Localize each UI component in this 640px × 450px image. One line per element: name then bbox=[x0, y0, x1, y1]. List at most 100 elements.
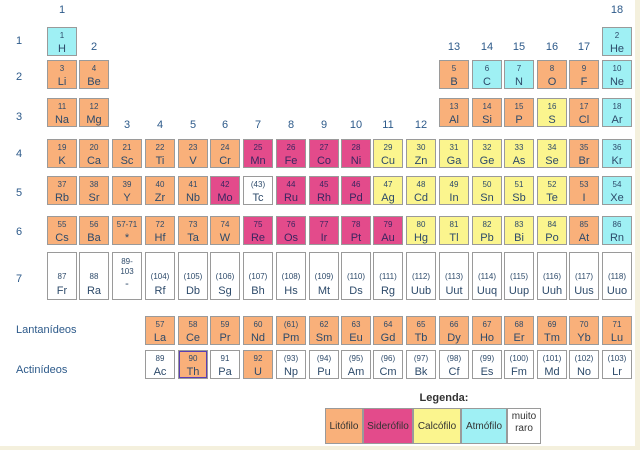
element-symbol: Sc bbox=[120, 155, 134, 167]
atomic-number: (100) bbox=[509, 354, 529, 363]
element-cell-Ra: 88 Ra bbox=[79, 252, 109, 300]
atomic-number: (115) bbox=[509, 272, 529, 281]
element-cell-Pm: (61) Pm bbox=[276, 316, 306, 345]
element-symbol: Se bbox=[545, 155, 559, 167]
atomic-number: 12 bbox=[89, 102, 99, 111]
atomic-number: (95) bbox=[348, 354, 364, 363]
element-symbol: Co bbox=[316, 155, 332, 167]
element-symbol: Fe bbox=[284, 155, 298, 167]
atomic-number: 59 bbox=[220, 320, 230, 329]
element-cell-As: 33 As bbox=[504, 139, 534, 168]
element-cell-Ho: 67 Ho bbox=[472, 316, 502, 345]
element-cell-Al: 13 Al bbox=[439, 98, 469, 127]
group-label-9: 9 bbox=[320, 119, 328, 131]
group-label-16: 16 bbox=[545, 41, 559, 53]
element-cell-Y: 39 Y bbox=[112, 176, 142, 205]
element-cell-Md: (101) Md bbox=[537, 350, 567, 379]
element-symbol: - bbox=[125, 278, 129, 290]
element-cell-Rh: 45 Rh bbox=[309, 176, 339, 205]
atomic-number: 48 bbox=[416, 180, 426, 189]
element-cell-Ce: 58 Ce bbox=[178, 316, 208, 345]
group-label-15: 15 bbox=[512, 41, 526, 53]
atomic-number: 85 bbox=[579, 220, 589, 229]
element-symbol: Rn bbox=[609, 232, 625, 244]
element-symbol: Sg bbox=[218, 285, 232, 297]
element-symbol: Cr bbox=[219, 155, 231, 167]
element-symbol: O bbox=[547, 76, 557, 88]
element-cell-Ds: (110) Ds bbox=[341, 252, 371, 300]
element-cell-Cr: 24 Cr bbox=[210, 139, 240, 168]
element-cell-Cf: (98) Cf bbox=[439, 350, 469, 379]
atomic-number: (101) bbox=[542, 354, 562, 363]
atomic-number: 23 bbox=[188, 143, 198, 152]
element-cell-Sr: 38 Sr bbox=[79, 176, 109, 205]
atomic-number: (97) bbox=[413, 354, 429, 363]
atomic-number: (109) bbox=[314, 272, 334, 281]
element-symbol: Yb bbox=[577, 332, 591, 344]
atomic-number: 3 bbox=[59, 64, 65, 73]
element-symbol: Uus bbox=[574, 285, 594, 297]
atomic-number: 66 bbox=[449, 320, 459, 329]
element-symbol: Os bbox=[283, 232, 299, 244]
element-cell-Lu: 71 Lu bbox=[602, 316, 632, 345]
atomic-number: 72 bbox=[155, 220, 165, 229]
atomic-number: 41 bbox=[188, 180, 198, 189]
element-symbol: Cu bbox=[380, 155, 396, 167]
atomic-number: 29 bbox=[383, 143, 393, 152]
element-cell-Os: 76 Os bbox=[276, 216, 306, 245]
element-cell-S: 16 S bbox=[537, 98, 567, 127]
atomic-number: 47 bbox=[383, 180, 393, 189]
atomic-number: 89 bbox=[155, 354, 165, 363]
atomic-number: 64 bbox=[383, 320, 393, 329]
element-symbol: Ge bbox=[479, 155, 495, 167]
element-cell-Nd: 60 Nd bbox=[243, 316, 273, 345]
period-label-7: 7 bbox=[15, 273, 23, 285]
group-label-1: 1 bbox=[58, 4, 66, 16]
atomic-number: 40 bbox=[155, 180, 165, 189]
element-cell-Pu: (94) Pu bbox=[309, 350, 339, 379]
element-symbol: H bbox=[58, 43, 66, 55]
atomic-number: 7 bbox=[516, 64, 522, 73]
atomic-number: 30 bbox=[416, 143, 426, 152]
atomic-number: 26 bbox=[286, 143, 296, 152]
element-symbol: Po bbox=[545, 232, 559, 244]
atomic-number: (105) bbox=[183, 272, 203, 281]
element-cell-Nb: 41 Nb bbox=[178, 176, 208, 205]
element-cell-Er: 68 Er bbox=[504, 316, 534, 345]
element-symbol: Ta bbox=[187, 232, 199, 244]
period-label-1: 1 bbox=[15, 35, 23, 47]
element-cell-Th: 90 Th bbox=[178, 350, 208, 379]
atomic-number: (98) bbox=[446, 354, 462, 363]
element-cell-Mo: 42 Mo bbox=[210, 176, 240, 205]
atomic-number: 19 bbox=[57, 143, 67, 152]
element-cell-Ti: 22 Ti bbox=[145, 139, 175, 168]
page-border-right bbox=[635, 0, 640, 450]
atomic-number: 42 bbox=[220, 180, 230, 189]
element-cell-Ba: 56 Ba bbox=[79, 216, 109, 245]
atomic-number: 15 bbox=[514, 102, 524, 111]
element-cell-W: 74 W bbox=[210, 216, 240, 245]
atomic-number: (117) bbox=[574, 272, 594, 281]
element-symbol: Sm bbox=[315, 332, 333, 344]
element-symbol: Ti bbox=[155, 155, 165, 167]
atomic-number: 90 bbox=[188, 354, 198, 363]
atomic-number: 75 bbox=[253, 220, 263, 229]
element-cell-Cl: 17 Cl bbox=[569, 98, 599, 127]
element-cell-Ga: 31 Ga bbox=[439, 139, 469, 168]
element-symbol: At bbox=[578, 232, 590, 244]
group-label-4: 4 bbox=[156, 119, 164, 131]
element-symbol: Db bbox=[185, 285, 201, 297]
atomic-number: 74 bbox=[220, 220, 230, 229]
element-symbol: Te bbox=[546, 192, 558, 204]
element-symbol: Tl bbox=[449, 232, 459, 244]
element-symbol: Tc bbox=[252, 192, 264, 204]
element-symbol: Dy bbox=[447, 332, 461, 344]
atomic-number: 86 bbox=[612, 220, 622, 229]
atomic-number: 35 bbox=[579, 143, 589, 152]
element-symbol: Pd bbox=[349, 192, 363, 204]
element-cell-Sb: 51 Sb bbox=[504, 176, 534, 205]
element-symbol: In bbox=[449, 192, 459, 204]
atomic-number: 14 bbox=[482, 102, 492, 111]
element-symbol: Be bbox=[87, 76, 101, 88]
